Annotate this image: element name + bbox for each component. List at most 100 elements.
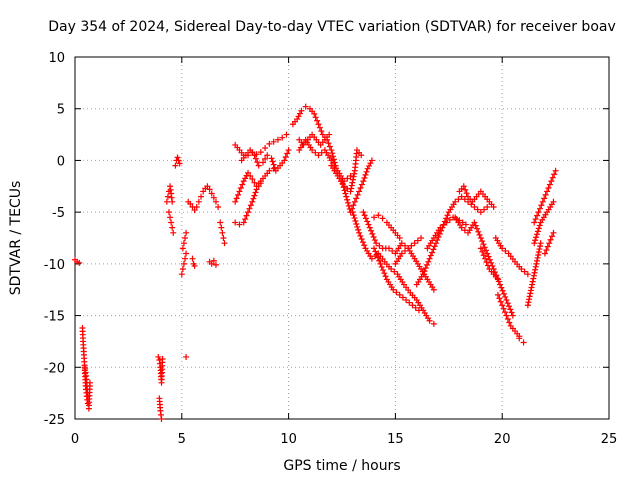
data-point [391, 268, 398, 275]
data-point [311, 110, 318, 117]
series-t37 [516, 335, 527, 346]
data-point [296, 110, 303, 117]
data-point [414, 237, 421, 244]
data-point [358, 152, 365, 159]
x-axis-label: GPS time / hours [283, 458, 400, 474]
data-point [348, 205, 355, 212]
data-point [424, 261, 431, 268]
data-point [268, 155, 275, 162]
data-point [506, 319, 513, 326]
data-point [198, 193, 205, 200]
data-point [452, 198, 459, 205]
data-point [86, 379, 93, 386]
data-point [420, 271, 427, 278]
data-point [530, 272, 537, 279]
data-point [350, 173, 357, 180]
series-t8 [178, 250, 190, 278]
series-t12 [189, 255, 198, 269]
data-point [158, 416, 165, 422]
series-t34 [477, 245, 501, 283]
data-point [535, 225, 542, 232]
data-point [426, 317, 433, 324]
series-t32 [452, 214, 516, 319]
series-t24 [349, 209, 433, 324]
y-tick-label: -5 [52, 206, 65, 221]
data-point [221, 240, 228, 247]
data-point [167, 214, 174, 221]
data-point [344, 175, 351, 182]
data-point [463, 190, 470, 197]
series-t11 [185, 183, 222, 214]
data-point [355, 226, 362, 233]
series-t39 [531, 167, 559, 226]
data-point [236, 221, 243, 228]
data-point [537, 240, 544, 247]
data-point [458, 193, 465, 200]
data-point [372, 248, 379, 255]
data-point [526, 293, 533, 300]
data-point [534, 228, 541, 235]
series-t10 [183, 353, 190, 360]
data-point [351, 170, 358, 177]
data-point [550, 198, 557, 205]
data-point [330, 153, 337, 160]
data-point [357, 232, 364, 239]
data-point [434, 237, 441, 244]
data-point [411, 240, 418, 247]
data-point [385, 245, 392, 252]
data-point [315, 121, 322, 128]
y-tick-label: -15 [44, 310, 65, 325]
data-point [549, 174, 556, 181]
data-point [548, 178, 555, 185]
data-point [521, 268, 528, 275]
data-point [363, 168, 370, 175]
data-point [172, 162, 179, 169]
data-point [534, 254, 541, 261]
data-point [437, 224, 444, 231]
data-point [354, 191, 361, 198]
data-point [251, 152, 258, 159]
data-point [348, 182, 355, 189]
data-point [481, 206, 488, 213]
data-point [204, 183, 211, 190]
data-point [344, 196, 351, 203]
data-point [538, 202, 545, 209]
data-point [529, 281, 536, 288]
data-point [539, 198, 546, 205]
data-point [532, 263, 539, 270]
data-point [473, 225, 480, 232]
data-point [251, 179, 258, 186]
data-point [174, 154, 181, 161]
data-point [191, 262, 198, 269]
data-point [477, 209, 484, 216]
data-point [240, 178, 247, 185]
data-point [546, 181, 553, 188]
data-point [444, 212, 451, 219]
data-point [232, 198, 239, 205]
data-point [477, 245, 484, 252]
data-point [239, 181, 246, 188]
data-point [232, 219, 239, 226]
data-point [366, 162, 373, 169]
data-point [471, 219, 478, 226]
data-point [262, 145, 269, 152]
data-point [518, 266, 525, 273]
data-point [168, 219, 175, 226]
data-point [312, 114, 319, 121]
data-point [191, 207, 198, 214]
data-point [247, 202, 254, 209]
data-point [302, 103, 309, 110]
data-point [245, 209, 252, 216]
data-point [531, 269, 538, 276]
data-point [479, 238, 486, 245]
data-point [342, 190, 349, 197]
data-markers [72, 103, 559, 422]
data-point [170, 229, 177, 236]
data-point [350, 202, 357, 209]
series-t25 [360, 209, 437, 293]
data-point [485, 253, 492, 260]
series-t7 [172, 154, 183, 169]
data-point [189, 255, 196, 262]
data-point [360, 178, 367, 185]
